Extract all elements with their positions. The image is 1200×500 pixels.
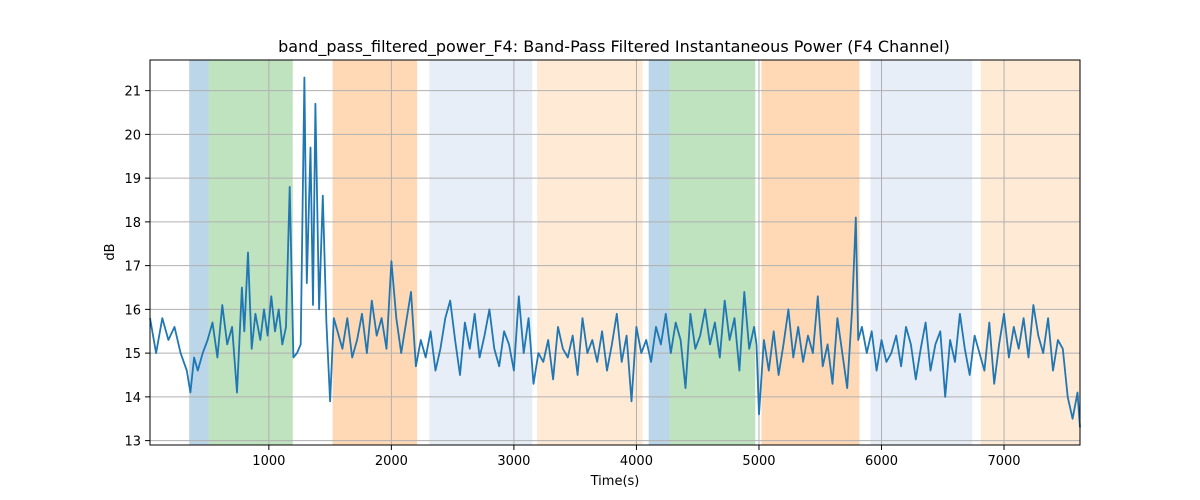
x-tick-label: 4000 xyxy=(620,454,653,469)
band-7 xyxy=(669,60,756,445)
series-group xyxy=(149,76,1081,428)
x-tick-label: 5000 xyxy=(742,454,775,469)
y-tick-label: 16 xyxy=(124,303,141,318)
band-1 xyxy=(189,60,209,445)
band-4 xyxy=(429,60,533,445)
y-tick-label: 13 xyxy=(124,435,141,450)
band-group xyxy=(189,60,1080,445)
plot-frame xyxy=(149,59,1081,446)
x-axis-label: Time(s) xyxy=(590,474,640,489)
y-tick-label: 15 xyxy=(124,347,141,362)
y-axis: 13 14 15 16 17 18 19 20 21 xyxy=(124,85,150,450)
x-tick-label: 6000 xyxy=(865,454,898,469)
y-tick-label: 19 xyxy=(124,172,141,187)
series-line-1 xyxy=(149,76,1081,428)
band-9 xyxy=(870,60,973,445)
y-tick-label: 20 xyxy=(124,128,141,143)
band-5 xyxy=(537,60,643,445)
x-tick-label: 1000 xyxy=(252,454,285,469)
grid-group xyxy=(150,60,1080,445)
chart-title: band_pass_filtered_power_F4: Band-Pass F… xyxy=(278,37,950,57)
y-tick-label: 18 xyxy=(124,216,141,231)
y-tick-label: 21 xyxy=(124,85,141,100)
band-10 xyxy=(980,60,1080,445)
band-6 xyxy=(648,60,670,445)
y-axis-label: dB xyxy=(103,243,118,260)
band-2 xyxy=(208,60,293,445)
y-tick-label: 14 xyxy=(124,391,141,406)
x-tick-label: 2000 xyxy=(375,454,408,469)
band-8 xyxy=(761,60,860,445)
band-3 xyxy=(332,60,418,445)
x-axis: 1000 2000 3000 4000 5000 6000 7000 xyxy=(252,445,1021,469)
x-tick-label: 7000 xyxy=(987,454,1020,469)
y-tick-label: 17 xyxy=(124,260,141,275)
x-tick-label: 3000 xyxy=(497,454,530,469)
